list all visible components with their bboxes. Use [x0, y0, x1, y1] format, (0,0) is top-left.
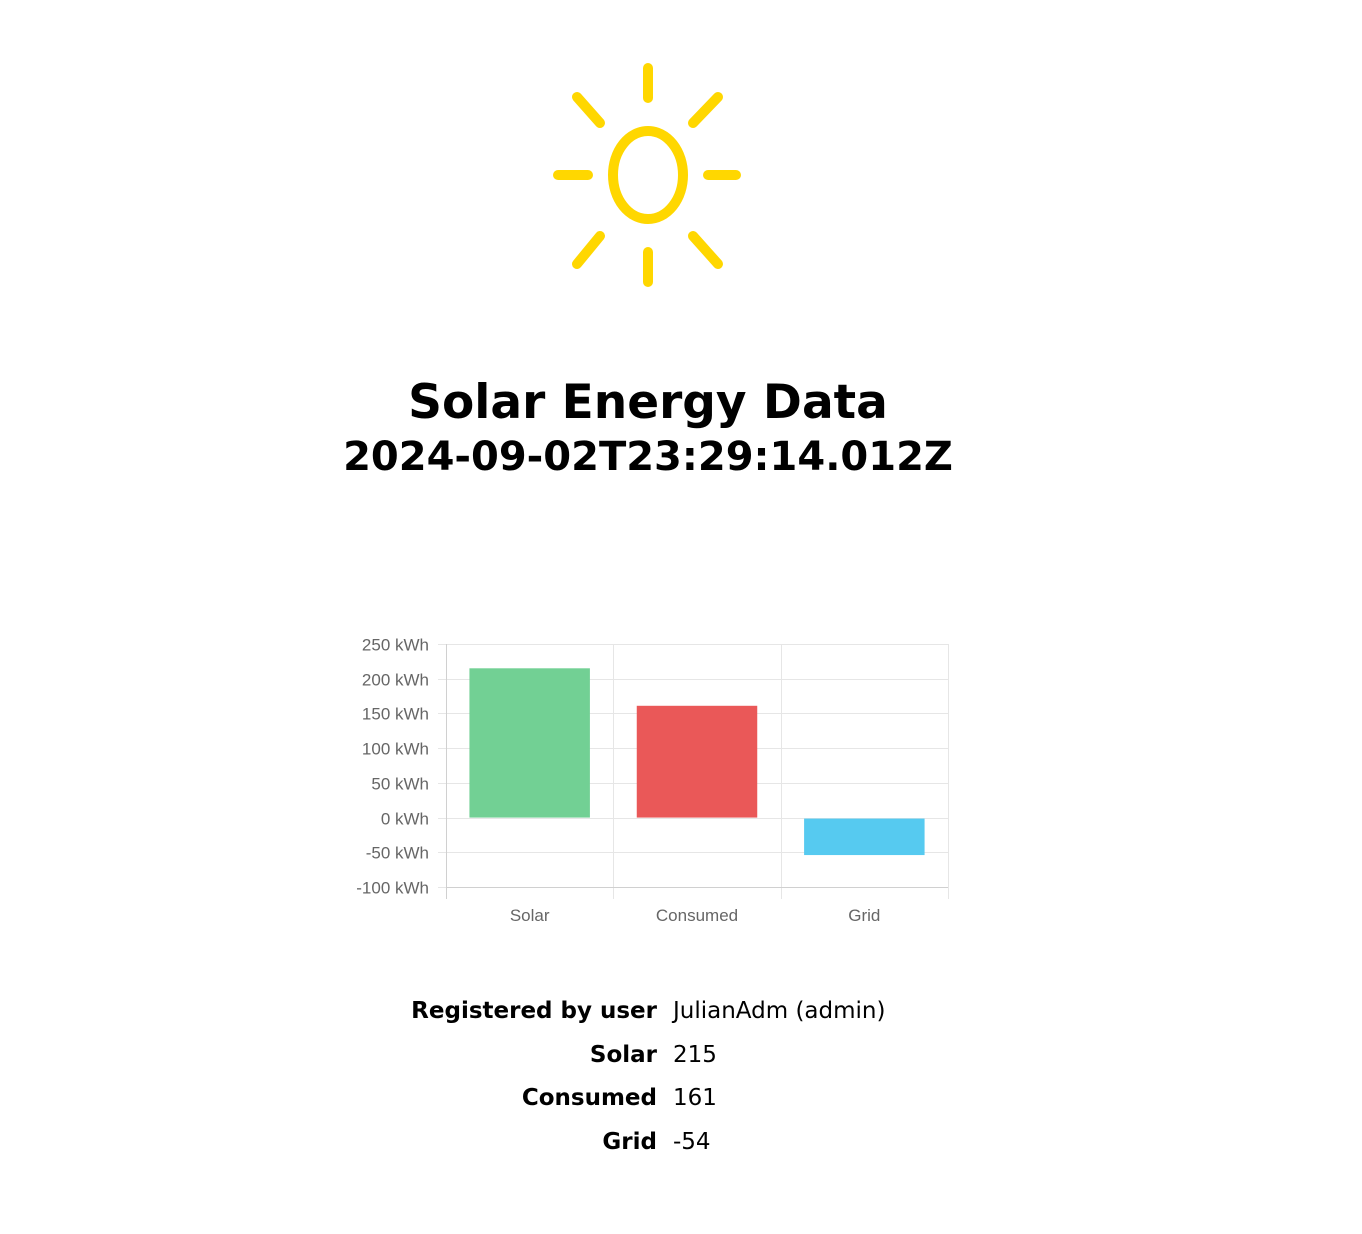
- y-tick-label: 50 kWh: [371, 775, 429, 794]
- detail-row-grid: Grid -54: [380, 1121, 885, 1165]
- detail-value: 215: [673, 1041, 717, 1068]
- bar-solar: [469, 668, 590, 818]
- energy-bar-chart: 250 kWh 200 kWh 150 kWh 100 kWh 50 kWh 0 kWh -…: [356, 636, 949, 925]
- detail-value: JulianAdm (admin): [673, 998, 886, 1024]
- y-tick-label: -50 kWh: [366, 844, 429, 863]
- x-tick-label: Consumed: [656, 906, 738, 925]
- y-tick-label: -100 kWh: [356, 879, 429, 898]
- title-block: Solar Energy Data 2024-09-02T23:29:14.01…: [0, 374, 1296, 482]
- page-title: Solar Energy Data: [408, 375, 888, 430]
- x-tick-label: Solar: [510, 906, 550, 925]
- sun-icon-shape: [553, 63, 741, 287]
- detail-label: Solar: [589, 1041, 657, 1068]
- detail-value: -54: [673, 1128, 711, 1155]
- details-table: Registered by user JulianAdm (admin) Sol…: [380, 990, 885, 1164]
- detail-row-solar: Solar 215: [380, 1034, 885, 1078]
- detail-label: Registered by user: [411, 998, 657, 1024]
- y-tick-label: 150 kWh: [362, 705, 429, 724]
- y-tick-label: 250 kWh: [362, 636, 429, 655]
- bar-consumed: [636, 705, 758, 818]
- page-timestamp: 2024-09-02T23:29:14.012Z: [343, 434, 953, 480]
- bar-grid: [804, 818, 925, 856]
- detail-value: 161: [673, 1085, 717, 1111]
- detail-label: Grid: [602, 1128, 657, 1155]
- detail-row-registered-by: Registered by user JulianAdm (admin): [380, 990, 885, 1034]
- x-tick-label: Grid: [848, 906, 880, 925]
- sun-icon: [553, 63, 741, 287]
- y-tick-label: 0 kWh: [381, 810, 429, 829]
- detail-label: Consumed: [521, 1085, 657, 1111]
- y-tick-label: 100 kWh: [362, 740, 429, 759]
- detail-row-consumed: Consumed 161: [380, 1077, 885, 1121]
- y-tick-label: 200 kWh: [362, 671, 429, 690]
